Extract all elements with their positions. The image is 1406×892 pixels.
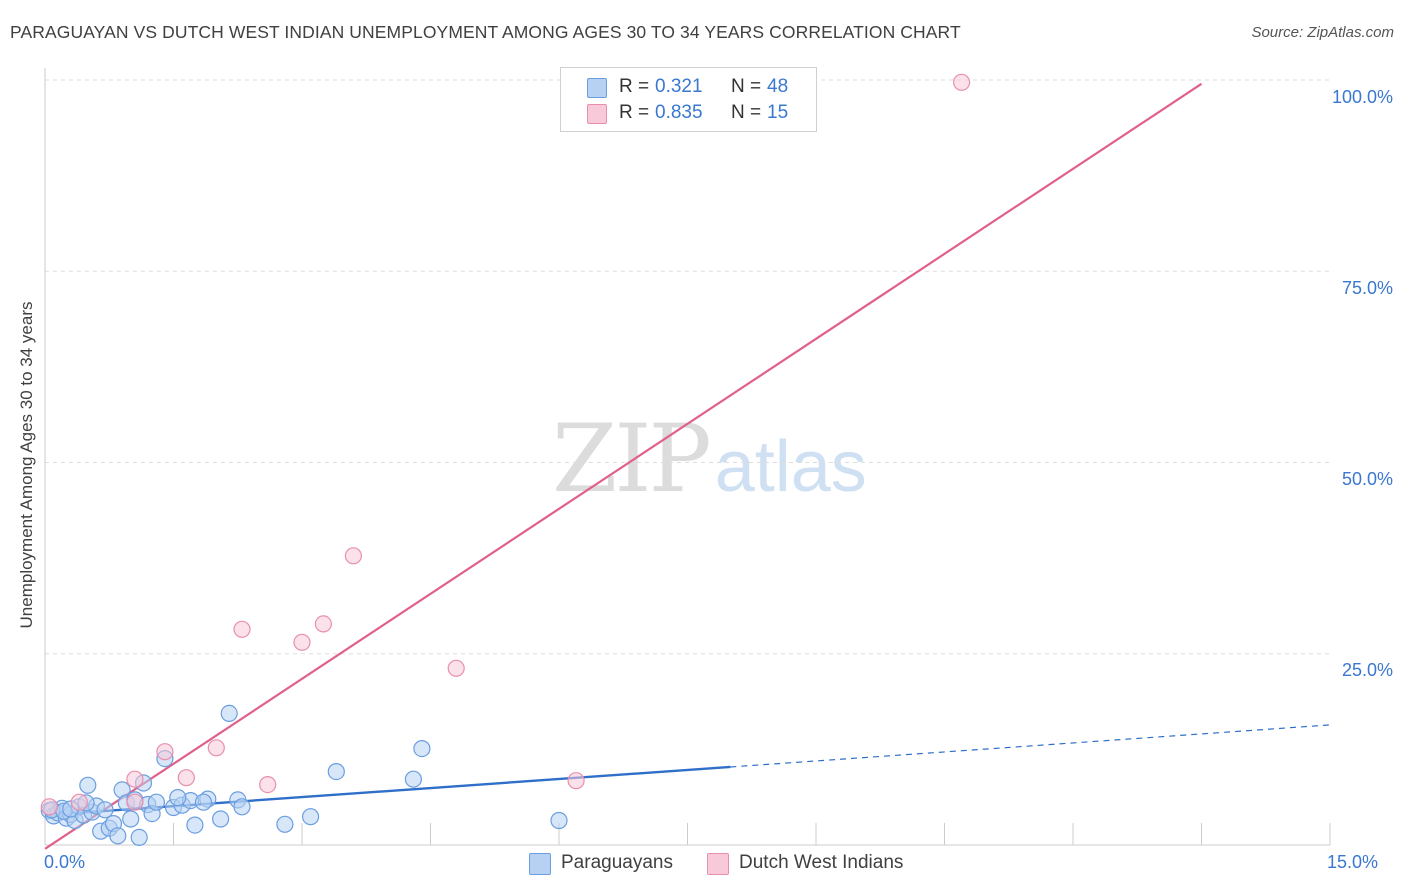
dutch-west-indians-point [156,743,174,761]
paraguayans-point [96,801,114,819]
legend-n-value: 15 [767,102,789,123]
legend-n-label: N = [731,102,762,123]
y-tick-label: 75.0% [1341,278,1393,298]
chart-title: PARAGUAYAN VS DUTCH WEST INDIAN UNEMPLOY… [10,22,961,42]
paraguayans-point [302,808,320,826]
paraguayans-point [130,828,148,847]
dutch-west-indians-point [70,793,88,811]
x-tick-label-min: 0.0% [44,852,86,872]
dutch-west-indians-point [314,615,332,633]
legend-n-value: 48 [767,76,789,97]
series-name: Dutch West Indians [739,852,904,873]
series-name: Paraguayans [561,852,673,873]
y-tick-label: 50.0% [1341,469,1393,489]
gridlines [45,79,1330,655]
paraguayans-trend-extension [730,724,1331,768]
dutch-west-indians-point [952,73,971,91]
legend-r-label: R = [619,102,650,123]
x-tick-label-max: 15.0% [1327,852,1379,872]
paraguayans-point [327,762,345,781]
legend-swatch-pink [707,853,729,875]
dutch-west-indians-point [259,775,277,794]
paraguayans-point [147,793,165,811]
legend-r-value: 0.321 [655,76,703,97]
dutch-west-indians-point [567,772,585,790]
paraguayans-point [212,810,230,828]
legend-swatch-blue [529,853,551,875]
paraguayans-point [413,739,431,758]
y-tick-label: 100.0% [1331,87,1393,107]
dutch-west-indians-point [447,659,465,677]
data-points [40,73,971,847]
y-tick-label: 25.0% [1341,660,1393,680]
paraguayans-point [194,793,213,811]
paraguayans-point [220,704,238,723]
legend-swatch-blue [587,78,607,98]
source-credit: Source: ZipAtlas.com [1251,24,1394,41]
stats-legend: R = 0.321 N = 48 R = 0.835 N = 15 [560,67,817,132]
paraguayans-point [276,815,294,833]
watermark-atlas: atlas [714,427,867,507]
dutch-west-indians-point [177,769,195,787]
dutch-west-indians-point [344,547,362,565]
paraguayans-point [550,811,568,830]
dutch-west-indians-point [126,770,144,788]
axes [44,68,1331,846]
legend-r-value: 0.835 [655,102,703,123]
paraguayans-point [109,827,127,845]
paraguayans-point [122,810,140,828]
paraguayans-point [79,776,97,794]
dutch-west-indians-point [126,793,144,811]
dutch-west-indians-point [40,798,58,816]
paraguayans-point [186,816,204,834]
legend-swatch-pink [587,104,607,124]
trend-lines [44,82,1331,850]
dutch-west-indians-trend-line [44,82,1203,850]
legend-n-label: N = [731,76,762,97]
dutch-west-indians-point [207,739,225,757]
paraguayans-point [169,788,187,807]
paraguayans-point [233,798,251,816]
legend-r-label: R = [619,76,650,97]
dutch-west-indians-point [293,633,311,651]
paraguayans-point [404,770,422,788]
dutch-west-indians-point [233,620,251,638]
